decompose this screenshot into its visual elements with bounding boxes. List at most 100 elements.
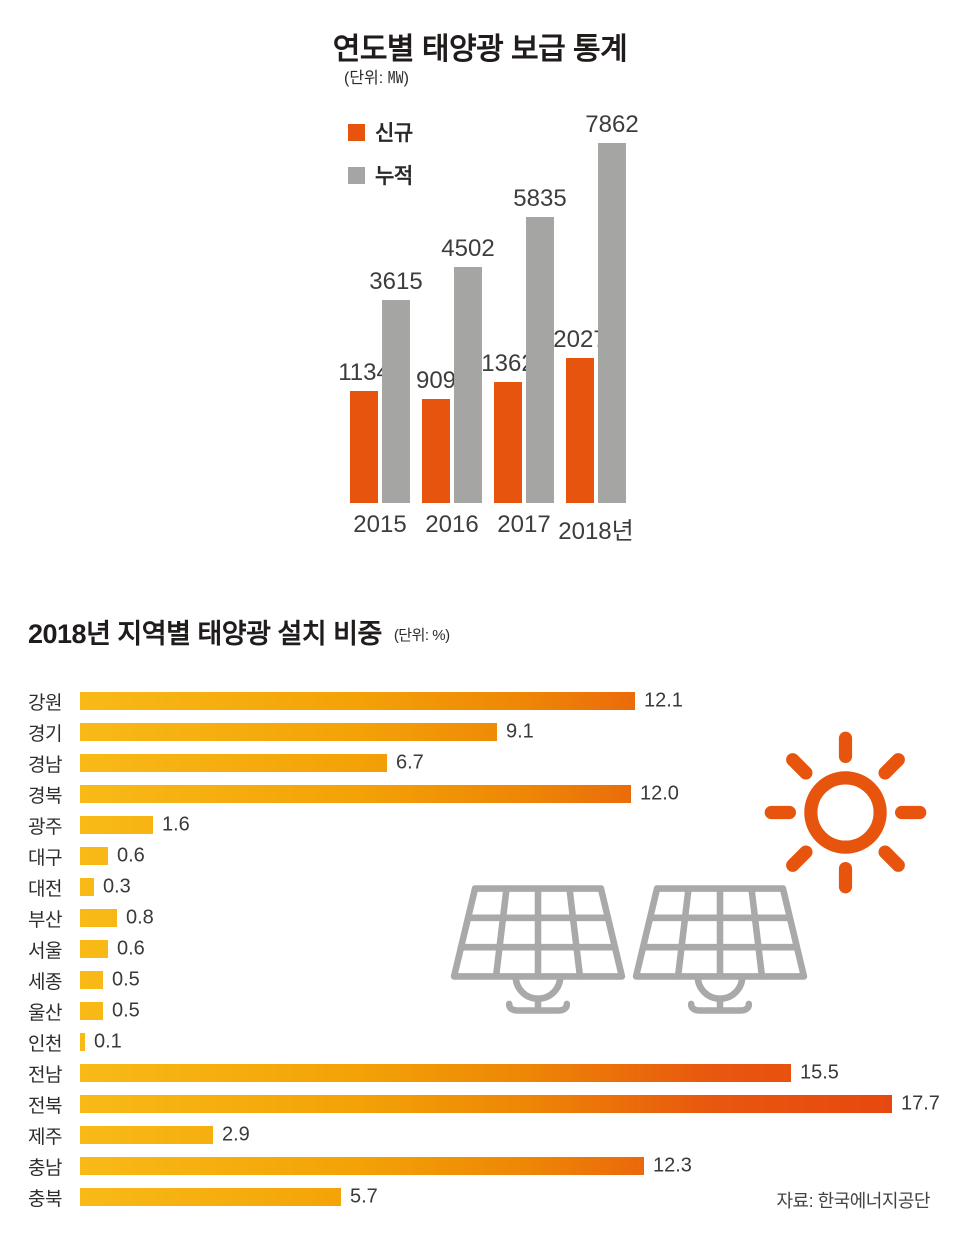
- region-bar: [80, 754, 387, 772]
- bar-track: 15.5: [80, 1062, 953, 1084]
- bar-track: 1.6: [80, 813, 953, 836]
- region-bar: [80, 1033, 85, 1051]
- chart2-unit-label: (단위: %): [393, 627, 450, 644]
- chart2-title: 2018년 지역별 태양광 설치 비중 (단위: %): [28, 612, 450, 651]
- region-bar: [80, 1064, 791, 1082]
- region-label: 강원: [28, 692, 62, 714]
- region-bar: [80, 816, 153, 834]
- bar-track: 12.1: [80, 689, 953, 712]
- bar-track: 5.7: [80, 1185, 953, 1208]
- bar-track: 0.3: [80, 875, 953, 898]
- bar-track: 0.6: [80, 844, 953, 867]
- bar-track: 12.3: [80, 1154, 953, 1177]
- bar-value-label: 2027: [553, 326, 607, 353]
- region-value-label: 0.1: [94, 1030, 122, 1053]
- region-value-label: 12.1: [644, 689, 683, 712]
- region-bar: [80, 692, 635, 710]
- region-bar: [80, 1002, 103, 1020]
- year-axis-label: 2016: [425, 511, 479, 538]
- region-value-label: 17.7: [901, 1092, 940, 1115]
- cumulative-bar: 5835: [513, 185, 567, 503]
- bar-value-label: 5835: [513, 185, 567, 212]
- region-bar: [80, 1188, 341, 1206]
- region-value-label: 2.9: [222, 1123, 250, 1146]
- region-row: 충북 5.7: [28, 1185, 953, 1210]
- region-label: 인천: [28, 1033, 62, 1055]
- source-label: 자료: 한국에너지공단: [776, 1191, 930, 1211]
- region-value-label: 0.3: [103, 875, 131, 898]
- bar-value-label: 3615: [369, 268, 423, 295]
- legend-label-new: 신규: [375, 122, 413, 145]
- bar-value-label: 909: [415, 367, 457, 394]
- legend-item-cumulative: 누적: [348, 160, 413, 190]
- chart1-legend: 신규 누적: [348, 117, 413, 190]
- sun-icon: [764, 731, 927, 894]
- chart1-plot: 1134 3615 2015 909 4502 2016 1362 5835 2017 2027 7…: [338, 111, 639, 545]
- year-axis-label: 2018년: [558, 518, 634, 545]
- region-value-label: 0.5: [112, 999, 140, 1022]
- region-label: 부산: [28, 909, 62, 931]
- region-label: 세종: [28, 971, 62, 993]
- bar-track: 0.5: [80, 999, 953, 1022]
- new-bar: 909: [416, 367, 456, 503]
- region-row: 충남 12.3: [28, 1154, 953, 1179]
- region-row: 제주 2.9: [28, 1123, 953, 1148]
- region-value-label: 1.6: [162, 813, 190, 836]
- region-label: 충남: [28, 1157, 62, 1179]
- region-value-label: 0.8: [126, 906, 154, 929]
- year-group: 1362 5835 2017: [481, 143, 567, 538]
- region-value-label: 12.3: [653, 1154, 692, 1177]
- bar-track: 17.7: [80, 1092, 953, 1115]
- bar-value-label: 7862: [585, 111, 639, 138]
- region-label: 전남: [28, 1064, 62, 1086]
- region-label: 전북: [28, 1095, 62, 1117]
- region-bar: [80, 785, 631, 803]
- region-row: 전남 15.5: [28, 1062, 953, 1086]
- region-value-label: 0.6: [117, 844, 145, 867]
- year-group: 909 4502 2016: [416, 143, 495, 538]
- bar-track: 0.5: [80, 968, 953, 991]
- region-row: 경남 6.7: [28, 751, 953, 776]
- region-label: 경남: [28, 754, 62, 776]
- year-axis-label: 2015: [353, 511, 407, 538]
- bar-track: 9.1: [80, 720, 953, 743]
- region-row: 부산 0.8: [28, 906, 953, 931]
- year-group: 1134 3615 2015: [338, 143, 423, 538]
- year-axis-label: 2017: [497, 511, 551, 538]
- chart2-rows: 강원 12.1 경기 9.1 경남 6.7 경북 12.0 광주 1.6 대구 0.6 대전 0.3 부산 0…: [28, 689, 953, 1219]
- chart1-unit-label: (단위: ㎿): [344, 70, 409, 87]
- region-row: 대전 0.3: [28, 875, 953, 900]
- region-value-label: 9.1: [506, 720, 534, 743]
- region-bar: [80, 1157, 644, 1175]
- chart1-title: 연도별 태양광 보급 통계: [332, 33, 628, 66]
- new-bar: 1362: [481, 350, 535, 503]
- region-bar: [80, 878, 94, 896]
- legend-swatch-cumulative: [348, 166, 365, 184]
- region-value-label: 0.5: [112, 968, 140, 991]
- bar-track: 0.8: [80, 906, 953, 929]
- region-value-label: 5.7: [350, 1185, 378, 1208]
- region-row: 전북 17.7: [28, 1092, 953, 1117]
- region-label: 경북: [28, 785, 62, 807]
- bar-value-label: 4502: [441, 235, 495, 262]
- region-row: 광주 1.6: [28, 813, 953, 838]
- chart2-title-text: 2018년 지역별 태양광 설치 비중: [28, 619, 382, 649]
- bar-value-label: 1362: [481, 350, 535, 377]
- region-bar: [80, 1126, 213, 1144]
- region-bar: [80, 1095, 892, 1113]
- new-bar: 1134: [338, 359, 390, 503]
- solar-panel-icon: [450, 885, 626, 1014]
- region-value-label: 6.7: [396, 751, 424, 774]
- region-row: 서울 0.6: [28, 938, 953, 962]
- cumulative-bar: 4502: [441, 235, 495, 503]
- region-label: 대전: [28, 878, 62, 900]
- region-label: 충북: [28, 1188, 62, 1210]
- region-label: 서울: [28, 940, 62, 962]
- legend-swatch-new: [348, 123, 365, 141]
- legend-label-cumulative: 누적: [375, 165, 413, 188]
- bar-track: 12.0: [80, 783, 953, 805]
- cumulative-bar: 3615: [369, 268, 423, 503]
- region-row: 세종 0.5: [28, 968, 953, 993]
- region-row: 경북 12.0: [28, 783, 953, 807]
